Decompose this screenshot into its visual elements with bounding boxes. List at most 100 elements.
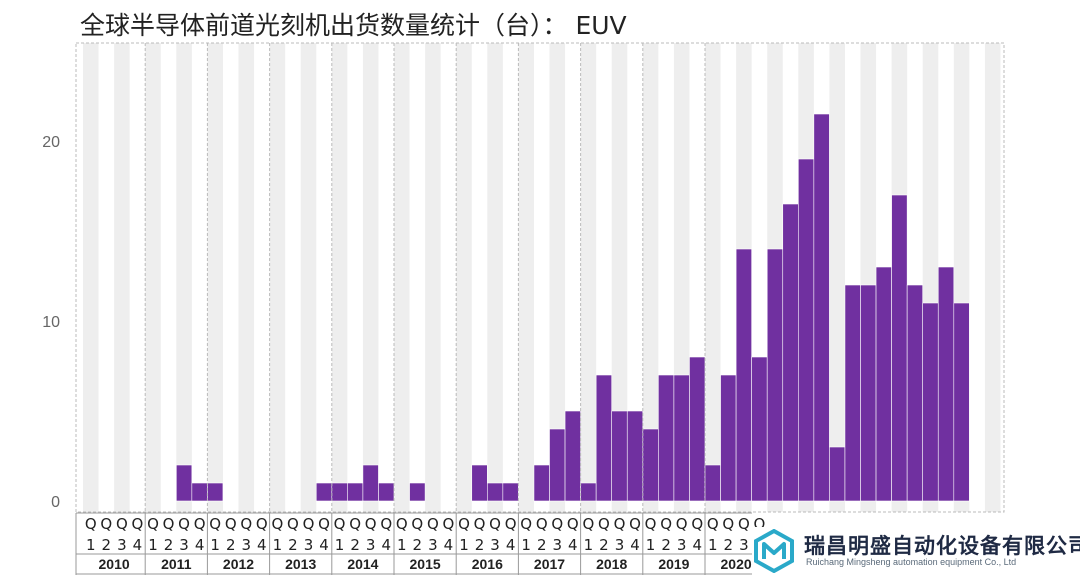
plot-border bbox=[75, 42, 1005, 513]
x-tick-label-quarter-number: 4 bbox=[568, 536, 578, 554]
category-stripe bbox=[300, 43, 317, 512]
category-stripe bbox=[611, 43, 628, 512]
x-tick-label-quarter: Q bbox=[427, 515, 439, 533]
bar bbox=[906, 284, 924, 502]
category-stripe bbox=[114, 43, 130, 512]
bar bbox=[626, 410, 644, 502]
x-tick-label-quarter-number: 1 bbox=[708, 536, 718, 554]
x-tick-label-quarter: Q bbox=[629, 515, 641, 533]
x-tick-label-quarter-number: 2 bbox=[475, 536, 485, 554]
x-tick-label-quarter: Q bbox=[691, 515, 703, 533]
x-tick-label-quarter: Q bbox=[567, 515, 579, 533]
x-tick-label-quarter: Q bbox=[178, 515, 190, 533]
category-stripe bbox=[83, 43, 99, 512]
x-tick-label-quarter-number: 3 bbox=[179, 536, 189, 554]
x-tick-label-quarter-number: 4 bbox=[257, 536, 267, 554]
x-tick-label-quarter: Q bbox=[116, 515, 128, 533]
bar bbox=[362, 464, 379, 502]
category-stripe bbox=[425, 43, 441, 512]
bar bbox=[486, 482, 504, 502]
x-tick-label-quarter-number: 3 bbox=[117, 536, 127, 554]
x-tick-label-quarter-number: 3 bbox=[739, 536, 749, 554]
bar bbox=[689, 356, 706, 502]
bar-series bbox=[176, 113, 970, 502]
bar bbox=[797, 158, 815, 502]
category-stripe bbox=[176, 43, 192, 512]
category-stripe bbox=[580, 43, 597, 512]
x-tick-label-quarter: Q bbox=[194, 515, 206, 533]
bar bbox=[937, 266, 955, 502]
x-tick-label-quarter-number: 3 bbox=[366, 536, 376, 554]
x-tick-label-quarter: Q bbox=[489, 515, 501, 533]
x-tick-label-quarter-number: 4 bbox=[381, 536, 391, 554]
x-tick-label-quarter: Q bbox=[520, 515, 532, 533]
x-tick-label-quarter: Q bbox=[582, 515, 594, 533]
x-year-label: 2014 bbox=[347, 556, 378, 572]
x-tick-label-quarter: Q bbox=[614, 515, 626, 533]
x-tick-label-quarter: Q bbox=[505, 515, 517, 533]
bar bbox=[207, 482, 224, 502]
x-tick-label-quarter: Q bbox=[147, 515, 159, 533]
category-stripe bbox=[829, 43, 845, 512]
bar bbox=[347, 482, 364, 502]
x-year-label: 2018 bbox=[596, 556, 627, 572]
bar bbox=[860, 284, 877, 502]
x-year-label: 2016 bbox=[472, 556, 503, 572]
x-tick-label-quarter-number: 1 bbox=[86, 536, 96, 554]
bar bbox=[875, 266, 892, 502]
x-tick-label-quarter-number: 2 bbox=[537, 536, 547, 554]
x-tick-label-quarter-number: 4 bbox=[444, 536, 454, 554]
y-axis: 0 10 20 bbox=[42, 134, 60, 511]
x-tick-label-quarter: Q bbox=[287, 515, 299, 533]
x-tick-label-quarter: Q bbox=[132, 515, 144, 533]
hexagon-m-logo-icon bbox=[754, 529, 794, 573]
bar bbox=[611, 410, 628, 502]
x-tick-label-quarter-number: 4 bbox=[319, 536, 329, 554]
x-tick-label-quarter: Q bbox=[707, 515, 719, 533]
plot-frame bbox=[75, 42, 1005, 513]
x-tick-label-quarter: Q bbox=[411, 515, 423, 533]
x-year-label: 2019 bbox=[658, 556, 689, 572]
x-tick-label-quarter-number: 2 bbox=[413, 536, 423, 554]
x-tick-label-quarter-number: 2 bbox=[661, 536, 671, 554]
bar bbox=[673, 374, 690, 502]
x-tick-label-quarter: Q bbox=[738, 515, 750, 533]
x-tick-label-quarter-number: 4 bbox=[195, 536, 205, 554]
x-tick-label-quarter: Q bbox=[349, 515, 361, 533]
category-stripe bbox=[456, 43, 472, 512]
x-tick-label-quarter: Q bbox=[645, 515, 657, 533]
x-year-label: 2011 bbox=[161, 556, 192, 572]
bar bbox=[813, 113, 830, 502]
category-stripe bbox=[331, 43, 348, 512]
x-tick-label-quarter-number: 3 bbox=[304, 536, 314, 554]
x-tick-label-quarter: Q bbox=[443, 515, 455, 533]
x-tick-label-quarter: Q bbox=[209, 515, 221, 533]
x-tick-label-quarter-number: 2 bbox=[350, 536, 360, 554]
x-tick-label-quarter-number: 1 bbox=[521, 536, 531, 554]
x-tick-label-quarter: Q bbox=[303, 515, 315, 533]
category-stripe bbox=[269, 43, 286, 512]
x-tick-label-quarter-number: 4 bbox=[692, 536, 702, 554]
bar bbox=[766, 248, 784, 502]
y-tick-label: 0 bbox=[51, 494, 60, 511]
bar bbox=[549, 428, 566, 502]
category-stripe bbox=[394, 43, 410, 512]
bar bbox=[891, 194, 908, 502]
bar bbox=[502, 482, 519, 502]
bar bbox=[720, 374, 737, 502]
x-tick-label-quarter: Q bbox=[100, 515, 112, 533]
x-axis: Q1Q2Q3Q4Q1Q2Q3Q4Q1Q2Q3Q4Q1Q2Q3Q4Q1Q2Q3Q4… bbox=[75, 43, 765, 575]
x-tick-label-quarter-number: 3 bbox=[428, 536, 438, 554]
x-year-label: 2015 bbox=[410, 556, 441, 572]
x-year-label: 2012 bbox=[223, 556, 254, 572]
category-stripe bbox=[642, 43, 659, 512]
x-tick-label-quarter-number: 2 bbox=[226, 536, 236, 554]
bar bbox=[564, 410, 581, 502]
bar bbox=[378, 482, 395, 502]
x-tick-label-quarter: Q bbox=[551, 515, 563, 533]
x-tick-label-quarter-number: 3 bbox=[490, 536, 500, 554]
chart-title: 全球半导体前道光刻机出货数量统计（台）： EUV bbox=[80, 11, 627, 40]
category-stripe bbox=[705, 43, 721, 512]
x-tick-label-quarter: Q bbox=[85, 515, 97, 533]
x-tick-label-quarter: Q bbox=[380, 515, 392, 533]
